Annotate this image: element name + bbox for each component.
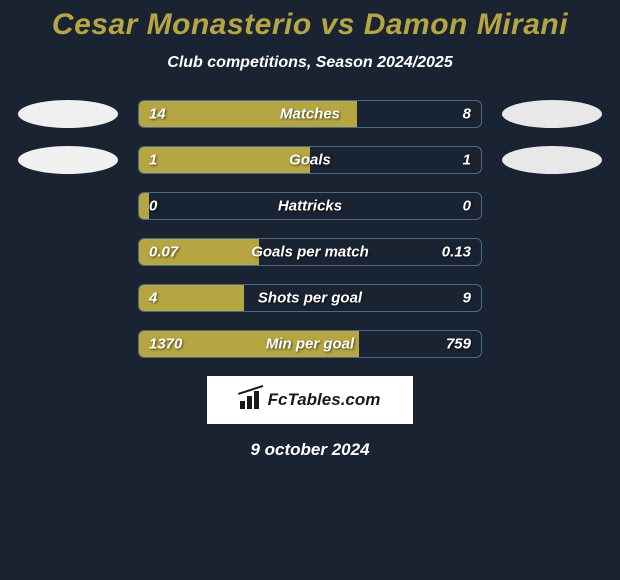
comparison-card: Cesar Monasterio vs Damon Mirani Club co… <box>0 0 620 460</box>
stat-bar: 14 8 Matches <box>138 100 482 128</box>
stat-bar: 1 1 Goals <box>138 146 482 174</box>
stat-row: 4 9 Shots per goal <box>0 284 620 312</box>
stat-bar-fill <box>139 193 149 219</box>
stat-left-value: 1 <box>149 152 157 169</box>
stat-bar: 0.07 0.13 Goals per match <box>138 238 482 266</box>
subtitle: Club competitions, Season 2024/2025 <box>0 54 620 72</box>
stat-label: Shots per goal <box>258 290 362 307</box>
date-label: 9 october 2024 <box>0 440 620 460</box>
player-left-ellipse <box>18 100 118 128</box>
stat-left-value: 14 <box>149 106 166 123</box>
player-right-ellipse <box>502 100 602 128</box>
stat-right-value: 9 <box>463 290 471 307</box>
player-right-ellipse <box>502 146 602 174</box>
stat-row: 0 0 Hattricks <box>0 192 620 220</box>
stat-row: 14 8 Matches <box>0 100 620 128</box>
stat-left-value: 1370 <box>149 336 182 353</box>
chart-icon <box>240 391 262 409</box>
stat-bar: 1370 759 Min per goal <box>138 330 482 358</box>
stat-left-value: 4 <box>149 290 157 307</box>
stat-bars-list: 14 8 Matches 1 1 Goals 0 0 Hattricks 0.07 0.13 Goal… <box>0 100 620 358</box>
stat-right-value: 759 <box>446 336 471 353</box>
stat-label: Hattricks <box>278 198 342 215</box>
stat-row: 0.07 0.13 Goals per match <box>0 238 620 266</box>
player-left-ellipse <box>18 146 118 174</box>
stat-row: 1370 759 Min per goal <box>0 330 620 358</box>
stat-row: 1 1 Goals <box>0 146 620 174</box>
branding-badge: FcTables.com <box>207 376 413 424</box>
stat-label: Min per goal <box>266 336 354 353</box>
stat-right-value: 0.13 <box>442 244 471 261</box>
page-title: Cesar Monasterio vs Damon Mirani <box>0 8 620 42</box>
stat-right-value: 0 <box>463 198 471 215</box>
stat-left-value: 0 <box>149 198 157 215</box>
stat-bar-fill <box>139 147 310 173</box>
stat-label: Goals <box>289 152 331 169</box>
branding-text: FcTables.com <box>268 390 381 410</box>
stat-label: Matches <box>280 106 340 123</box>
stat-label: Goals per match <box>251 244 369 261</box>
stat-bar: 4 9 Shots per goal <box>138 284 482 312</box>
stat-right-value: 8 <box>463 106 471 123</box>
stat-bar: 0 0 Hattricks <box>138 192 482 220</box>
stat-left-value: 0.07 <box>149 244 178 261</box>
stat-right-value: 1 <box>463 152 471 169</box>
